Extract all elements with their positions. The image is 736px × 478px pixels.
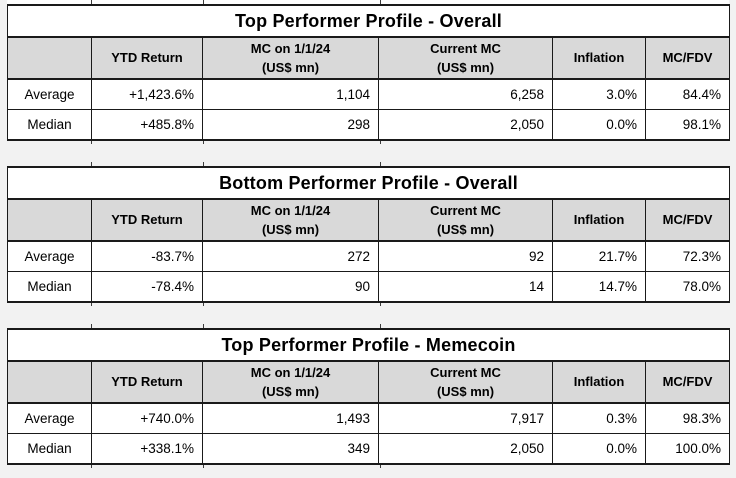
cell-mc-jan1: 1,104: [202, 78, 379, 110]
column-tick-marks: [7, 303, 729, 306]
table-top-performer-memecoin: Top Performer Profile - Memecoin YTD Ret…: [7, 324, 730, 468]
cell-inflation: 0.0%: [552, 433, 646, 465]
cell-ytd-return: -78.4%: [91, 271, 203, 303]
cell-current-mc: 6,258: [378, 78, 553, 110]
header-row: YTD Return MC on 1/1/24 (US$ mn) Current…: [7, 198, 731, 242]
column-tick-marks: [7, 162, 729, 166]
table-row-median: Median -78.4% 90 14 14.7% 78.0%: [7, 271, 731, 303]
cell-inflation: 3.0%: [552, 78, 646, 110]
column-header-mc-jan1: MC on 1/1/24 (US$ mn): [202, 36, 379, 80]
cell-mc-fdv: 98.1%: [645, 109, 730, 141]
table-row-average: Average +740.0% 1,493 7,917 0.3% 98.3%: [7, 402, 730, 434]
cell-mc-jan1: 298: [202, 109, 379, 141]
column-header-ytd-return: YTD Return: [91, 198, 203, 242]
table-row-average: Average +1,423.6% 1,104 6,258 3.0% 84.4%: [7, 78, 730, 110]
cell-current-mc: 92: [378, 240, 553, 272]
cell-inflation: 0.0%: [552, 109, 646, 141]
cell-mc-fdv: 72.3%: [644, 240, 731, 272]
cell-mc-jan1: 90: [202, 271, 379, 303]
column-header-blank: [7, 36, 92, 80]
cell-mc-jan1: 272: [202, 240, 379, 272]
table-top-performer-overall: Top Performer Profile - Overall YTD Retu…: [7, 0, 730, 144]
column-tick-marks: [7, 324, 729, 328]
column-header-current-mc: Current MC (US$ mn): [378, 36, 553, 80]
title-row: Bottom Performer Profile - Overall: [7, 167, 730, 200]
column-tick-marks: [7, 141, 729, 144]
column-header-current-mc: Current MC (US$ mn): [378, 198, 553, 242]
cell-mc-jan1: 349: [202, 433, 379, 465]
performer-table: Bottom Performer Profile - Overall YTD R…: [7, 166, 731, 303]
cell-inflation: 0.3%: [552, 402, 646, 434]
column-header-mc-fdv: MC/FDV: [644, 198, 731, 242]
column-header-blank: [7, 198, 92, 242]
cell-mc-fdv: 78.0%: [644, 271, 731, 303]
cell-inflation: 21.7%: [552, 240, 646, 272]
performer-table: Top Performer Profile - Overall YTD Retu…: [7, 4, 730, 141]
table-row-median: Median +485.8% 298 2,050 0.0% 98.1%: [7, 109, 730, 141]
cell-current-mc: 7,917: [378, 402, 553, 434]
column-header-mc-fdv: MC/FDV: [645, 36, 730, 80]
title-row: Top Performer Profile - Overall: [7, 5, 730, 38]
row-label: Median: [7, 109, 92, 141]
column-header-mc-jan1: MC on 1/1/24 (US$ mn): [202, 360, 379, 404]
column-header-inflation: Inflation: [552, 198, 646, 242]
cell-ytd-return: -83.7%: [91, 240, 203, 272]
cell-mc-fdv: 98.3%: [645, 402, 730, 434]
column-header-ytd-return: YTD Return: [91, 36, 203, 80]
column-header-inflation: Inflation: [552, 36, 646, 80]
header-row: YTD Return MC on 1/1/24 (US$ mn) Current…: [7, 360, 730, 404]
column-tick-marks: [7, 0, 729, 4]
table-title: Bottom Performer Profile - Overall: [7, 167, 730, 200]
table-title: Top Performer Profile - Overall: [7, 5, 730, 38]
table-row-average: Average -83.7% 272 92 21.7% 72.3%: [7, 240, 731, 272]
column-header-blank: [7, 360, 92, 404]
cell-current-mc: 14: [378, 271, 553, 303]
cell-current-mc: 2,050: [378, 109, 553, 141]
performer-table: Top Performer Profile - Memecoin YTD Ret…: [7, 328, 730, 465]
table-bottom-performer-overall: Bottom Performer Profile - Overall YTD R…: [7, 162, 731, 306]
row-label: Median: [7, 433, 92, 465]
row-label: Median: [7, 271, 92, 303]
cell-ytd-return: +740.0%: [91, 402, 203, 434]
column-header-inflation: Inflation: [552, 360, 646, 404]
cell-mc-jan1: 1,493: [202, 402, 379, 434]
row-label: Average: [7, 402, 92, 434]
row-label: Average: [7, 78, 92, 110]
column-header-current-mc: Current MC (US$ mn): [378, 360, 553, 404]
cell-ytd-return: +338.1%: [91, 433, 203, 465]
row-label: Average: [7, 240, 92, 272]
table-row-median: Median +338.1% 349 2,050 0.0% 100.0%: [7, 433, 730, 465]
column-header-ytd-return: YTD Return: [91, 360, 203, 404]
cell-current-mc: 2,050: [378, 433, 553, 465]
column-header-mc-jan1: MC on 1/1/24 (US$ mn): [202, 198, 379, 242]
column-tick-marks: [7, 465, 729, 468]
title-row: Top Performer Profile - Memecoin: [7, 329, 730, 362]
column-header-mc-fdv: MC/FDV: [645, 360, 730, 404]
cell-ytd-return: +1,423.6%: [91, 78, 203, 110]
report-page: Top Performer Profile - Overall YTD Retu…: [7, 0, 731, 468]
cell-ytd-return: +485.8%: [91, 109, 203, 141]
cell-mc-fdv: 84.4%: [645, 78, 730, 110]
table-title: Top Performer Profile - Memecoin: [7, 329, 730, 362]
cell-inflation: 14.7%: [552, 271, 646, 303]
cell-mc-fdv: 100.0%: [645, 433, 730, 465]
header-row: YTD Return MC on 1/1/24 (US$ mn) Current…: [7, 36, 730, 80]
